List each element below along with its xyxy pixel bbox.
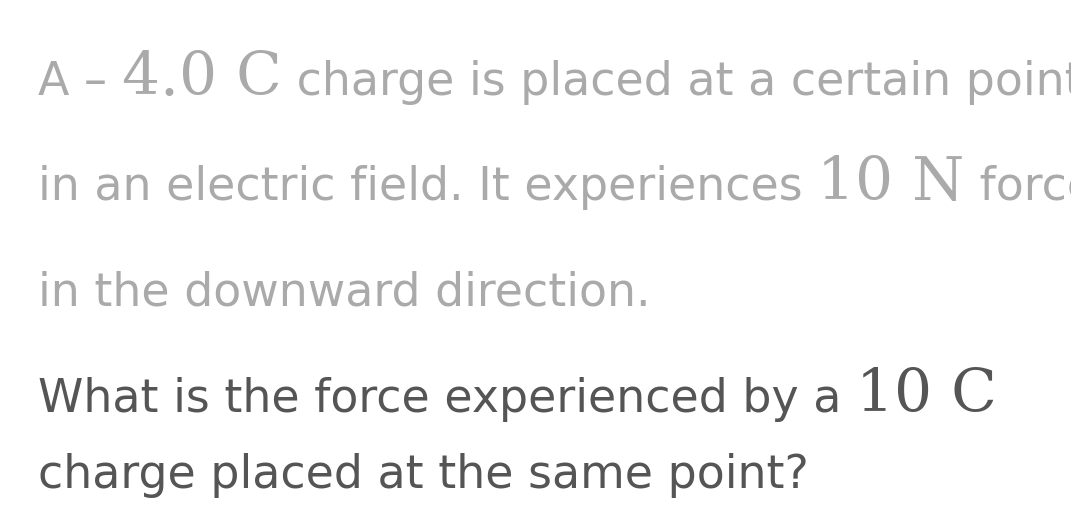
Text: 10 C: 10 C bbox=[856, 366, 997, 424]
Text: charge is placed at a certain point: charge is placed at a certain point bbox=[282, 60, 1071, 105]
Text: force: force bbox=[965, 165, 1071, 210]
Text: A –: A – bbox=[37, 60, 122, 105]
Text: in an electric field. It experiences: in an electric field. It experiences bbox=[37, 165, 817, 210]
Text: What is the force experienced by a: What is the force experienced by a bbox=[37, 377, 856, 422]
Text: in the downward direction.: in the downward direction. bbox=[37, 270, 650, 315]
Text: 10 N: 10 N bbox=[817, 154, 965, 212]
Text: charge placed at the same point?: charge placed at the same point? bbox=[37, 453, 809, 498]
Text: 4.0 C: 4.0 C bbox=[122, 49, 282, 107]
